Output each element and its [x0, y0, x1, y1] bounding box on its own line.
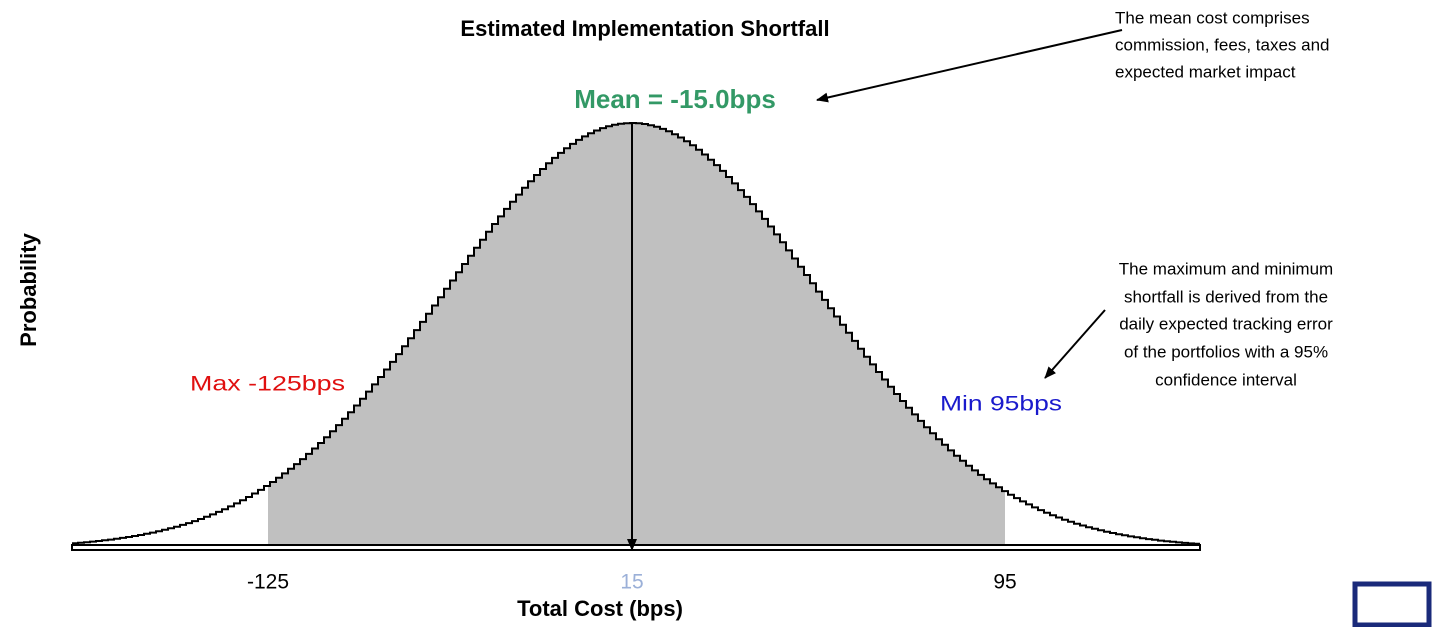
confidence-area [268, 123, 1005, 548]
note-line: daily expected tracking error [1119, 314, 1333, 333]
note-line: expected market impact [1115, 62, 1296, 81]
note-arrow [1044, 309, 1106, 379]
note-line: shortfall is derived from the [1124, 287, 1328, 306]
title: Estimated Implementation Shortfall [460, 16, 829, 41]
note-arrow [816, 29, 1123, 103]
note-line: commission, fees, taxes and [1115, 35, 1329, 54]
y-axis-label: Probability [16, 232, 41, 346]
x-axis-label: Total Cost (bps) [517, 596, 683, 621]
note-line: confidence interval [1155, 370, 1297, 389]
note-line: of the portfolios with a 95% [1124, 342, 1328, 361]
x-tick-label: -125 [247, 571, 289, 594]
curve-outline [72, 122, 1200, 545]
max-label: Max -125bps [190, 373, 345, 396]
logo-box [1352, 581, 1432, 627]
min-label: Min 95bps [940, 393, 1062, 416]
x-tick-label: 15 [620, 571, 643, 594]
x-tick-label: 95 [993, 571, 1016, 594]
base-bar [71, 544, 1201, 551]
distribution-curve [72, 122, 1200, 548]
note-line: The mean cost comprises [1115, 8, 1310, 27]
mean-label: Mean = -15.0bps [574, 84, 776, 114]
note-line: The maximum and minimum [1119, 259, 1333, 278]
